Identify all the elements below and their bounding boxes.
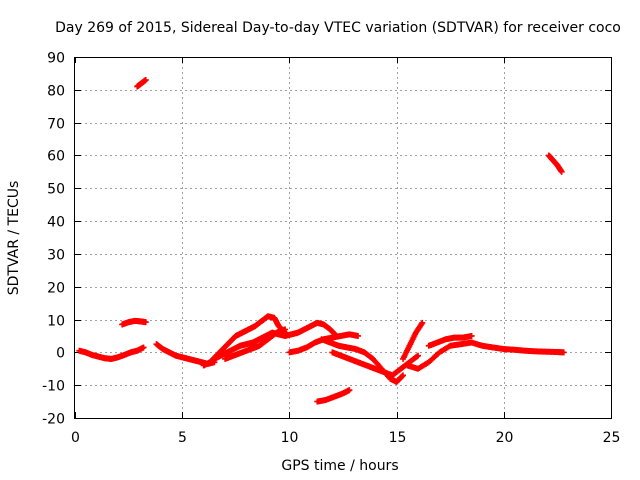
x-tick-label: 5 (178, 430, 187, 446)
data-point (282, 326, 289, 333)
data-point (399, 373, 406, 380)
series-track-c (134, 76, 149, 90)
data-point (558, 168, 565, 175)
series-track-n (425, 332, 475, 349)
data-point (419, 319, 426, 326)
series-track-g (222, 326, 289, 362)
x-axis-label: GPS time / hours (281, 458, 398, 474)
y-tick-label: 40 (47, 215, 65, 231)
series-track-h (286, 331, 362, 356)
y-tick-label: 70 (47, 117, 65, 133)
data-point (468, 332, 475, 339)
x-tick-label: 15 (389, 430, 407, 446)
y-tick-label: 10 (47, 314, 65, 330)
x-tick-label: 25 (603, 430, 621, 446)
series-track-l (400, 319, 426, 362)
data-point (560, 349, 567, 356)
y-tick-label: 50 (47, 182, 65, 198)
y-tick-label: 20 (47, 281, 65, 297)
data-point (142, 76, 149, 83)
axis-ticks: -20 -10 0 10 20 30 40 50 60 70 80 90 0 5 10 15 20 25 (42, 51, 620, 447)
data-point (415, 352, 422, 359)
plot-frame (74, 57, 612, 419)
data-point (142, 319, 149, 326)
series-track-b (119, 317, 149, 328)
series-track-k (314, 387, 353, 405)
data-point (346, 387, 353, 394)
data-point (355, 332, 362, 339)
y-tick-label: -10 (42, 379, 65, 395)
y-axis-label: SDTVAR / TECUs (6, 181, 22, 296)
series-track-m (404, 339, 567, 372)
series-track-d (153, 341, 218, 367)
data-points (76, 76, 567, 405)
chart-title: Day 269 of 2015, Sidereal Day-to-day VTE… (55, 20, 621, 36)
data-point (140, 344, 147, 351)
x-tick-label: 0 (71, 430, 80, 446)
data-point (400, 372, 407, 379)
y-tick-label: -20 (42, 412, 65, 428)
y-tick-label: 0 (56, 346, 65, 362)
series-track-f (211, 319, 340, 362)
grid (75, 57, 611, 418)
x-tick-label: 10 (281, 430, 299, 446)
data-point (413, 353, 420, 360)
series-track-j (329, 349, 422, 379)
y-tick-label: 80 (47, 84, 65, 100)
x-tick-label: 20 (496, 430, 514, 446)
y-tick-label: 30 (47, 248, 65, 264)
series-track-o (545, 152, 565, 175)
series-track-a (76, 344, 147, 362)
y-tick-label: 90 (47, 51, 65, 67)
y-tick-label: 60 (47, 149, 65, 165)
